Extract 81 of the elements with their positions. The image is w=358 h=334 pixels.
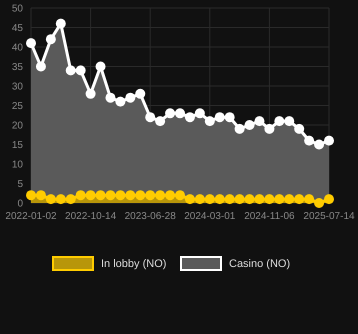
point bbox=[76, 190, 86, 200]
x-tick-label: 2022-10-14 bbox=[65, 211, 117, 222]
x-tick-label: 2024-03-01 bbox=[184, 211, 236, 222]
legend-label: In lobby (NO) bbox=[101, 258, 166, 270]
point bbox=[76, 65, 86, 76]
point bbox=[125, 92, 136, 103]
point bbox=[184, 194, 195, 204]
y-tick-label: 10 bbox=[12, 160, 24, 170]
point bbox=[214, 112, 225, 122]
point bbox=[66, 194, 76, 204]
point bbox=[86, 88, 96, 99]
point bbox=[86, 190, 96, 200]
point bbox=[314, 198, 324, 208]
point bbox=[274, 194, 284, 204]
point bbox=[204, 194, 215, 204]
y-tick-label: 0 bbox=[17, 198, 24, 210]
point bbox=[175, 108, 185, 118]
x-tick-label: 2025-07-14 bbox=[303, 211, 356, 222]
point bbox=[184, 112, 195, 122]
point bbox=[36, 190, 46, 200]
point bbox=[254, 194, 264, 204]
point bbox=[314, 140, 324, 150]
point bbox=[234, 194, 245, 204]
x-tick-label: 2023-06-28 bbox=[124, 211, 176, 222]
point bbox=[324, 194, 334, 204]
point bbox=[125, 190, 136, 200]
point bbox=[274, 116, 284, 126]
point bbox=[254, 116, 264, 126]
point bbox=[46, 34, 56, 44]
y-tick-label: 20 bbox=[12, 120, 24, 132]
point bbox=[264, 194, 274, 204]
y-tick-label: 50 bbox=[12, 4, 24, 14]
point bbox=[155, 116, 166, 126]
point bbox=[264, 124, 274, 134]
x-tick-label: 2024-11-06 bbox=[244, 211, 296, 222]
point bbox=[46, 194, 56, 204]
y-tick-label: 35 bbox=[12, 62, 24, 73]
point bbox=[284, 116, 294, 126]
point bbox=[36, 62, 46, 72]
point bbox=[175, 190, 185, 200]
point bbox=[324, 136, 334, 146]
point bbox=[96, 190, 106, 200]
point bbox=[194, 108, 205, 118]
point bbox=[145, 112, 156, 122]
point bbox=[145, 190, 156, 200]
point bbox=[105, 92, 116, 103]
point bbox=[155, 190, 166, 200]
y-tick-label: 15 bbox=[12, 140, 24, 151]
point bbox=[304, 136, 314, 146]
point bbox=[165, 190, 176, 200]
point bbox=[224, 112, 235, 122]
point bbox=[56, 194, 66, 204]
point bbox=[115, 96, 126, 107]
point bbox=[96, 62, 106, 72]
point bbox=[224, 194, 235, 204]
point bbox=[135, 88, 146, 99]
point bbox=[294, 194, 304, 204]
point bbox=[304, 194, 314, 204]
point bbox=[56, 18, 66, 29]
y-tick-label: 45 bbox=[12, 23, 24, 34]
point bbox=[135, 190, 146, 200]
y-tick-label: 5 bbox=[17, 179, 24, 190]
point bbox=[234, 124, 245, 134]
point bbox=[284, 194, 294, 204]
x-tick-label: 2022-01-02 bbox=[5, 211, 58, 222]
legend-label: Casino (NO) bbox=[229, 258, 290, 270]
point bbox=[214, 194, 225, 204]
point bbox=[294, 124, 304, 134]
point bbox=[115, 190, 126, 200]
point bbox=[244, 194, 255, 204]
point bbox=[165, 108, 176, 118]
y-tick-label: 25 bbox=[12, 101, 24, 112]
point bbox=[66, 65, 76, 76]
y-tick-label: 40 bbox=[12, 42, 24, 54]
point bbox=[105, 190, 116, 200]
y-tick-label: 30 bbox=[12, 82, 24, 92]
point bbox=[26, 190, 36, 200]
point bbox=[204, 116, 215, 126]
point bbox=[26, 38, 36, 48]
point bbox=[244, 120, 255, 130]
point bbox=[194, 194, 205, 204]
